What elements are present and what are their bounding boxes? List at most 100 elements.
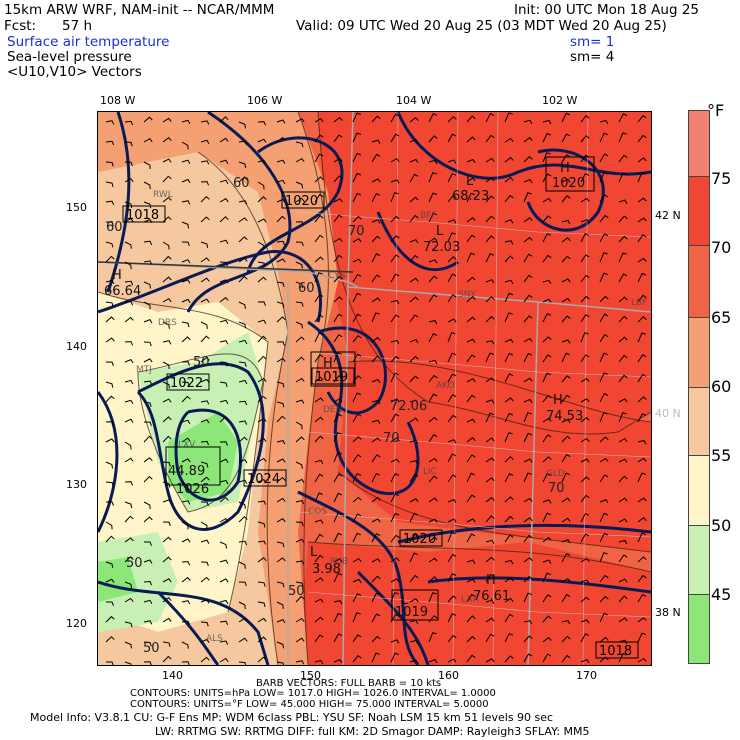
isobar-label-box <box>311 367 355 385</box>
wind-barb <box>105 535 115 543</box>
wind-barb <box>124 621 133 628</box>
temp-contour-label: 50 <box>193 355 210 370</box>
isobar-label-box <box>243 469 287 487</box>
high-center-box <box>165 446 221 486</box>
wind-barb <box>276 301 285 308</box>
wind-barb <box>238 459 248 464</box>
wind-barb <box>219 496 229 503</box>
wind-barb <box>314 416 324 423</box>
wind-barb <box>447 159 457 164</box>
wind-barb <box>181 298 191 303</box>
wind-barb <box>485 556 495 563</box>
wind-barb <box>143 401 152 407</box>
low-value: 1019 <box>395 605 428 620</box>
wind-barb <box>428 576 438 583</box>
wind-barb <box>333 254 343 263</box>
wind-barb <box>352 634 362 643</box>
wind-barb <box>599 194 609 203</box>
wind-barb <box>143 599 153 605</box>
wind-barb <box>485 477 495 483</box>
high-value: 1020 <box>552 176 585 191</box>
wind-barb <box>580 557 590 563</box>
model-info-line1: Model Info: V3.8.1 CU: G-F Ens MP: WDM 6… <box>30 711 554 724</box>
model-info-line2: LW: RRTMG SW: RRTMG DIFF: full KM: 2D Sm… <box>155 725 590 738</box>
wind-barb <box>333 352 342 363</box>
wind-barb <box>333 175 343 183</box>
wind-barb <box>599 295 609 303</box>
wind-barb <box>428 192 437 203</box>
wind-barb <box>257 478 267 484</box>
wind-barb <box>162 137 172 143</box>
wind-barb <box>428 212 438 223</box>
wind-barb <box>143 475 153 483</box>
wind-barb <box>200 599 210 604</box>
high-letter: H <box>486 573 496 588</box>
wind-barb <box>295 617 305 623</box>
wind-barb <box>618 475 628 483</box>
wind-barb <box>314 376 324 383</box>
wind-barb <box>523 352 533 363</box>
wind-barb <box>257 521 266 528</box>
wind-barb <box>561 178 571 183</box>
wind-barb <box>200 400 210 405</box>
wind-barb <box>599 574 609 583</box>
wind-barb <box>124 457 134 463</box>
wind-barb <box>200 196 210 203</box>
wind-barb <box>333 313 343 323</box>
wind-barb <box>181 141 189 150</box>
grid-x-tick-label: 150 <box>300 669 321 682</box>
wind-barb <box>580 295 590 303</box>
wind-barb <box>314 256 324 263</box>
wind-barb <box>466 472 475 483</box>
wind-barb <box>143 341 152 347</box>
wind-barb <box>637 373 647 383</box>
wind-barb <box>238 321 247 329</box>
wind-barb <box>181 419 191 425</box>
wind-barb <box>466 217 476 223</box>
wind-barb <box>181 538 191 543</box>
wind-barb <box>295 241 304 247</box>
wind-barb <box>200 356 210 363</box>
wind-barb <box>333 473 343 483</box>
wind-barb <box>409 399 419 404</box>
temp-band-70-75 <box>298 542 651 665</box>
wind-barb <box>181 500 191 505</box>
wind-barb <box>618 595 628 603</box>
wind-barb <box>409 417 419 423</box>
wind-barb <box>637 172 646 183</box>
wind-barb <box>181 641 189 649</box>
wind-barb <box>162 536 172 543</box>
wind-barb <box>390 557 400 563</box>
wind-barb <box>276 601 284 609</box>
wind-barb <box>238 121 246 129</box>
colorbar-swatch <box>688 317 710 388</box>
wind-barb <box>542 499 552 504</box>
low-value: 3.98 <box>312 562 341 577</box>
wind-barb <box>447 256 457 263</box>
wind-barb <box>542 394 552 403</box>
wind-barb <box>485 352 494 363</box>
wind-barb <box>257 417 267 423</box>
wind-barb <box>504 112 513 123</box>
wind-barb <box>618 458 628 463</box>
wind-barb <box>238 436 248 443</box>
temp-contour-label: 60 <box>106 220 123 235</box>
wind-barb <box>466 394 476 403</box>
wind-barb <box>143 457 153 463</box>
low-letter: L <box>401 593 409 608</box>
wind-barb <box>276 661 285 665</box>
wind-barb <box>485 573 495 583</box>
wind-barb <box>295 660 305 665</box>
wind-barb <box>143 138 153 143</box>
wind-barb <box>295 118 305 123</box>
wind-barb <box>637 134 647 143</box>
wind-barb <box>504 534 514 543</box>
wind-barb <box>105 636 115 643</box>
wind-barb <box>542 636 552 643</box>
colorbar-swatch <box>688 594 710 664</box>
wind-barb <box>504 632 514 643</box>
grid-y-tick-label: 120 <box>66 617 87 630</box>
wind-barb <box>504 279 514 285</box>
wind-barb <box>162 499 172 504</box>
wind-barb <box>637 497 647 503</box>
